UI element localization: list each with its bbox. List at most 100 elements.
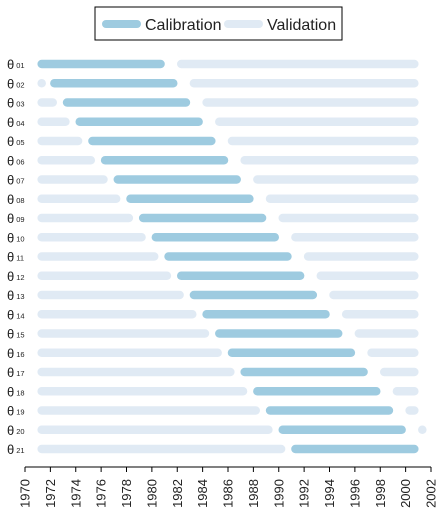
x-tick-label: 1976	[94, 479, 109, 508]
row-label: θ 04	[7, 115, 25, 130]
plot-area: θ 01θ 02θ 03θ 04θ 05θ 06θ 07θ 08θ 09θ 10θ 11θ 12θ 13θ…	[7, 57, 427, 457]
row-label-subscript: 11	[16, 254, 24, 263]
x-tick-label: 1998	[373, 479, 388, 508]
row-label: θ 19	[7, 404, 25, 419]
row-label: θ 12	[7, 269, 25, 284]
row-label-symbol: θ	[7, 269, 14, 284]
legend-validation-label: Validation	[267, 17, 336, 34]
row-label-symbol: θ	[7, 327, 14, 342]
timeline-row: θ 14	[7, 307, 419, 322]
row-label-subscript: 21	[16, 446, 24, 455]
row-label-symbol: θ	[7, 384, 14, 399]
row-label: θ 21	[7, 442, 25, 457]
row-label-subscript: 18	[16, 388, 24, 397]
legend-calibration-label: Calibration	[145, 17, 221, 34]
timeline-row: θ 17	[7, 365, 419, 380]
row-label: θ 18	[7, 384, 25, 399]
row-label-symbol: θ	[7, 404, 14, 419]
row-label-symbol: θ	[7, 96, 14, 111]
x-tick-label: 1992	[297, 479, 312, 508]
timeline-row: θ 21	[7, 442, 419, 457]
row-label: θ 09	[7, 211, 25, 226]
row-label-symbol: θ	[7, 76, 14, 91]
row-label: θ 02	[7, 76, 25, 91]
row-label: θ 05	[7, 134, 25, 149]
row-label-symbol: θ	[7, 230, 14, 245]
row-label-subscript: 13	[16, 292, 24, 301]
row-label-symbol: θ	[7, 307, 14, 322]
row-label-symbol: θ	[7, 211, 14, 226]
timeline-row: θ 11	[7, 250, 419, 265]
row-label-subscript: 07	[16, 177, 24, 186]
row-label-subscript: 03	[16, 100, 24, 109]
row-label-subscript: 10	[16, 234, 24, 243]
row-label-symbol: θ	[7, 134, 14, 149]
row-label-subscript: 19	[16, 408, 24, 417]
timeline-row: θ 09	[7, 211, 419, 226]
legend: Calibration Validation	[94, 6, 343, 41]
timeline-row: θ 07	[7, 173, 419, 188]
timeline-row: θ 15	[7, 327, 419, 342]
row-label-symbol: θ	[7, 365, 14, 380]
row-label: θ 03	[7, 96, 25, 111]
row-label: θ 17	[7, 365, 25, 380]
row-label-subscript: 06	[16, 157, 24, 166]
row-label-subscript: 02	[16, 80, 24, 89]
timeline-row: θ 13	[7, 288, 419, 303]
x-tick-label: 1972	[43, 479, 58, 508]
row-label-symbol: θ	[7, 288, 14, 303]
timeline-row: θ 01	[7, 57, 419, 72]
row-label: θ 01	[7, 57, 25, 72]
row-label-symbol: θ	[7, 173, 14, 188]
x-tick-label: 1970	[18, 479, 33, 508]
x-tick-label: 1986	[221, 479, 236, 508]
row-label-symbol: θ	[7, 57, 14, 72]
timeline-row: θ 10	[7, 230, 419, 245]
x-tick-label: 1980	[144, 479, 159, 508]
timeline-row: θ 16	[7, 346, 419, 361]
x-tick-label: 1978	[119, 479, 134, 508]
row-label-subscript: 08	[16, 196, 24, 205]
timeline-row: θ 20	[7, 423, 427, 438]
row-label-symbol: θ	[7, 115, 14, 130]
row-label-subscript: 09	[16, 215, 24, 224]
row-label-symbol: θ	[7, 346, 14, 361]
row-label-subscript: 17	[16, 369, 24, 378]
timeline-row: θ 18	[7, 384, 419, 399]
row-label: θ 06	[7, 153, 25, 168]
row-label-subscript: 12	[16, 273, 24, 282]
row-label-symbol: θ	[7, 423, 14, 438]
row-label: θ 07	[7, 173, 25, 188]
timeline-row: θ 05	[7, 134, 419, 149]
x-tick-label: 2002	[424, 479, 439, 508]
row-label-subscript: 15	[16, 331, 24, 340]
row-label: θ 16	[7, 346, 25, 361]
row-label-subscript: 01	[16, 61, 24, 70]
row-label-symbol: θ	[7, 192, 14, 207]
x-tick-label: 1990	[271, 479, 286, 508]
timeline-row: θ 03	[7, 96, 419, 111]
x-axis: 1970 1972 1974 1976 1978 1980 1982 1984 1986 1988…	[18, 466, 439, 508]
row-label: θ 10	[7, 230, 25, 245]
row-label-symbol: θ	[7, 250, 14, 265]
x-tick-label: 1988	[246, 479, 261, 508]
row-label: θ 15	[7, 327, 25, 342]
timeline-row: θ 12	[7, 269, 419, 284]
x-tick-label: 1984	[195, 479, 210, 508]
row-label: θ 08	[7, 192, 25, 207]
row-label: θ 20	[7, 423, 25, 438]
timeline-row: θ 06	[7, 153, 419, 168]
x-tick-label: 1974	[68, 479, 83, 508]
row-label: θ 13	[7, 288, 25, 303]
row-label-subscript: 20	[16, 427, 24, 436]
row-label-symbol: θ	[7, 153, 14, 168]
timeline-row: θ 04	[7, 115, 419, 130]
row-label-subscript: 04	[16, 119, 24, 128]
row-label: θ 14	[7, 307, 25, 322]
timeline-row: θ 02	[7, 76, 419, 91]
timeline-row: θ 19	[7, 404, 419, 419]
row-label-symbol: θ	[7, 442, 14, 457]
x-tick-label: 1996	[347, 479, 362, 508]
x-tick-label: 1982	[170, 479, 185, 508]
